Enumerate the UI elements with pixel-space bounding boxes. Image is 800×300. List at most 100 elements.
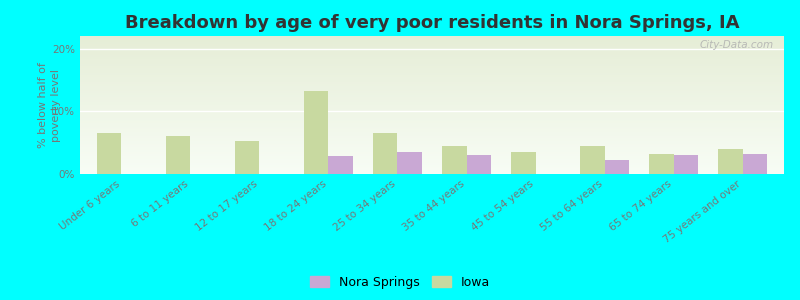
Bar — [80, 107, 784, 108]
Bar — [80, 163, 784, 164]
Bar — [80, 113, 784, 114]
Bar — [80, 154, 784, 155]
Bar — [80, 136, 784, 137]
Bar — [80, 39, 784, 40]
Bar — [80, 104, 784, 105]
Bar — [80, 105, 784, 106]
Text: City-Data.com: City-Data.com — [699, 40, 774, 50]
Bar — [674, 155, 698, 174]
Bar — [80, 72, 784, 73]
Bar — [80, 146, 784, 147]
Bar — [80, 114, 784, 115]
Bar — [80, 134, 784, 135]
Bar — [80, 97, 784, 98]
Bar — [80, 167, 784, 168]
Bar — [80, 148, 784, 149]
Bar — [80, 39, 784, 40]
Bar — [80, 101, 784, 102]
Bar — [80, 45, 784, 46]
Bar — [580, 146, 605, 174]
Bar — [80, 76, 784, 77]
Bar — [80, 51, 784, 52]
Bar — [80, 122, 784, 123]
Bar — [80, 158, 784, 159]
Bar — [605, 160, 629, 174]
Bar — [80, 67, 784, 68]
Bar — [80, 94, 784, 95]
Bar — [80, 147, 784, 148]
Bar — [80, 131, 784, 132]
Bar — [80, 160, 784, 161]
Bar — [80, 173, 784, 174]
Bar — [374, 133, 398, 174]
Bar — [80, 142, 784, 143]
Bar — [80, 38, 784, 39]
Bar — [80, 112, 784, 113]
Bar — [80, 164, 784, 165]
Bar — [80, 74, 784, 75]
Bar — [80, 129, 784, 130]
Bar — [80, 89, 784, 90]
Bar — [80, 55, 784, 56]
Bar — [80, 144, 784, 145]
Bar — [80, 36, 784, 37]
Bar — [80, 56, 784, 57]
Bar — [80, 165, 784, 166]
Bar — [80, 43, 784, 44]
Bar — [80, 98, 784, 99]
Bar — [80, 50, 784, 51]
Bar — [80, 92, 784, 93]
Bar — [80, 120, 784, 121]
Bar — [80, 110, 784, 111]
Bar — [80, 150, 784, 151]
Bar — [80, 54, 784, 55]
Bar — [80, 143, 784, 144]
Bar — [80, 130, 784, 131]
Bar — [80, 61, 784, 62]
Bar — [80, 37, 784, 38]
Bar — [80, 86, 784, 87]
Bar — [80, 115, 784, 116]
Bar — [80, 156, 784, 157]
Bar — [80, 59, 784, 60]
Bar — [304, 91, 329, 174]
Bar — [80, 145, 784, 146]
Bar — [80, 91, 784, 92]
Bar — [80, 168, 784, 169]
Bar — [80, 127, 784, 128]
Bar — [80, 126, 784, 127]
Bar — [80, 100, 784, 101]
Y-axis label: % below half of
poverty level: % below half of poverty level — [38, 62, 61, 148]
Bar — [650, 154, 674, 174]
Bar — [80, 119, 784, 120]
Bar — [80, 77, 784, 78]
Bar — [80, 128, 784, 129]
Legend: Nora Springs, Iowa: Nora Springs, Iowa — [305, 271, 495, 294]
Bar — [80, 53, 784, 54]
Bar — [80, 60, 784, 61]
Bar — [80, 57, 784, 58]
Bar — [398, 152, 422, 174]
Bar — [80, 125, 784, 126]
Bar — [80, 138, 784, 139]
Bar — [80, 41, 784, 42]
Bar — [80, 117, 784, 118]
Bar — [80, 96, 784, 97]
Bar — [80, 118, 784, 119]
Bar — [80, 61, 784, 62]
Bar — [80, 83, 784, 84]
Bar — [80, 137, 784, 138]
Bar — [235, 141, 259, 174]
Bar — [80, 62, 784, 63]
Bar — [80, 44, 784, 45]
Bar — [80, 172, 784, 173]
Title: Breakdown by age of very poor residents in Nora Springs, IA: Breakdown by age of very poor residents … — [125, 14, 739, 32]
Bar — [80, 108, 784, 109]
Bar — [80, 42, 784, 43]
Bar — [80, 132, 784, 133]
Bar — [80, 69, 784, 70]
Bar — [80, 90, 784, 91]
Bar — [80, 49, 784, 50]
Bar — [80, 47, 784, 48]
Bar — [80, 85, 784, 86]
